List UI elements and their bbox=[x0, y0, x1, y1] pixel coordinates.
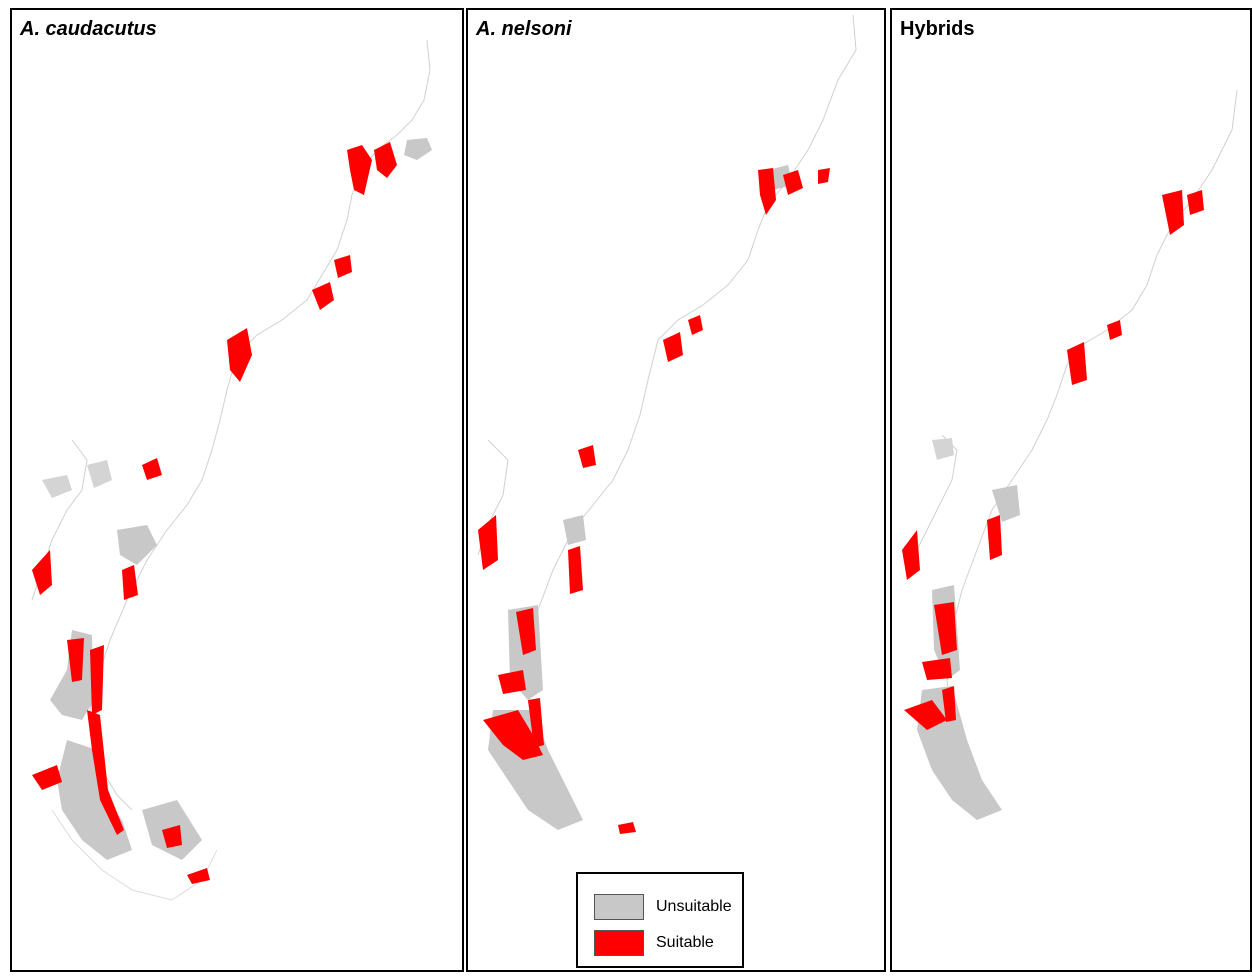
legend-label-unsuitable: Unsuitable bbox=[656, 898, 732, 915]
map-panel-caudacutus: A. caudacutus bbox=[10, 8, 464, 972]
coastline-map bbox=[477, 14, 857, 834]
legend-swatch-unsuitable bbox=[594, 894, 644, 920]
map-panel-hybrids: Hybrids bbox=[890, 8, 1252, 972]
map-panel-nelsoni: A. nelsoni bbox=[466, 8, 886, 972]
panel-title: A. nelsoni bbox=[476, 18, 572, 40]
panel-title: Hybrids bbox=[900, 18, 975, 40]
coastline-map bbox=[902, 89, 1238, 820]
panel-title: A. caudacutus bbox=[20, 18, 157, 40]
legend-swatch-suitable bbox=[594, 930, 644, 956]
map-legend: Unsuitable Suitable bbox=[576, 872, 744, 968]
coastline-map bbox=[31, 39, 432, 901]
legend-label-suitable: Suitable bbox=[656, 934, 714, 951]
